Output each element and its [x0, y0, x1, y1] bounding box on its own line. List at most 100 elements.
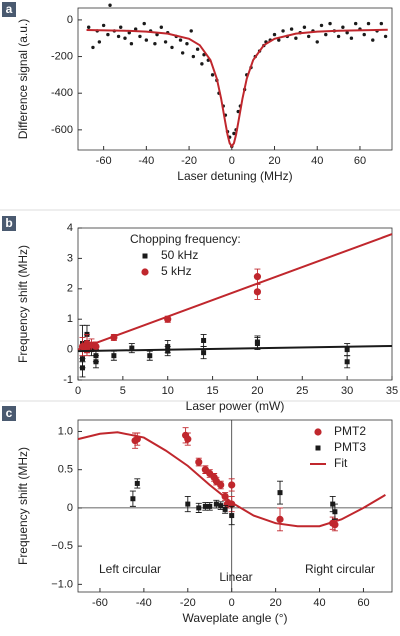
point	[101, 23, 106, 28]
point	[324, 32, 328, 37]
fit-line	[77, 431, 386, 528]
point	[153, 42, 157, 46]
y-tick-label: -1	[63, 374, 73, 386]
point	[217, 481, 225, 489]
point	[345, 31, 349, 35]
x-tick-label: 30	[341, 385, 353, 397]
annotation: Right circular	[305, 562, 375, 576]
point	[202, 503, 208, 509]
point	[336, 34, 341, 39]
point	[319, 23, 324, 28]
point	[178, 38, 183, 42]
x-tick-label: 40	[313, 597, 325, 609]
point	[341, 25, 345, 29]
point	[210, 73, 215, 77]
point	[201, 350, 207, 356]
point	[222, 506, 228, 512]
point	[108, 3, 112, 7]
x-tick-label: 60	[354, 155, 366, 167]
point	[86, 25, 91, 29]
legend-swatch	[314, 428, 322, 436]
y-axis-label: Frequency shift (MHz)	[16, 447, 30, 565]
point	[344, 347, 350, 353]
y-tick-label: 0.5	[58, 464, 73, 476]
legend-label: Fit	[334, 456, 348, 470]
point	[91, 45, 95, 50]
y-tick-label: 0	[67, 14, 73, 26]
panel-label: b	[5, 216, 12, 230]
point	[129, 42, 134, 46]
point	[315, 40, 319, 44]
legend-label: 50 kHz	[161, 248, 198, 262]
point	[253, 273, 262, 281]
point	[130, 496, 136, 502]
x-tick-label: 0	[229, 597, 235, 609]
point	[349, 36, 354, 40]
y-tick-label: 1	[67, 313, 73, 325]
y-tick-label: 2	[67, 283, 73, 295]
x-tick-label: 0	[229, 155, 235, 167]
x-tick-label: 25	[296, 385, 308, 397]
legend-label: PMT2	[334, 424, 366, 438]
y-tick-label: -400	[51, 87, 73, 99]
x-tick-label: -40	[138, 155, 154, 167]
x-axis-label: Waveplate angle (°)	[182, 611, 287, 625]
legend-swatch	[142, 253, 148, 259]
fit-line	[77, 233, 393, 351]
y-tick-label: -600	[51, 124, 73, 136]
point	[185, 42, 189, 46]
x-tick-label: 40	[311, 155, 323, 167]
point	[189, 29, 193, 33]
point	[379, 21, 384, 26]
point	[159, 25, 164, 29]
y-tick-label: −1.0	[51, 578, 73, 590]
point	[196, 505, 202, 511]
point	[180, 51, 185, 55]
point	[228, 481, 236, 489]
point	[134, 480, 140, 486]
point	[277, 490, 283, 496]
fit-line	[77, 344, 393, 353]
point	[165, 348, 171, 354]
plot-frame	[77, 7, 393, 151]
point	[123, 36, 127, 40]
point	[163, 40, 168, 44]
x-tick-label: 5	[120, 385, 126, 397]
point	[111, 353, 117, 359]
panel-label: c	[6, 406, 13, 420]
point	[191, 54, 196, 59]
panel-label: a	[6, 2, 13, 16]
x-axis-label: Laser power (mW)	[186, 399, 285, 413]
point	[147, 353, 153, 359]
y-tick-label: 3	[67, 252, 73, 264]
legend-swatch	[315, 445, 321, 451]
x-tick-label: -20	[180, 597, 196, 609]
point	[213, 501, 219, 507]
point	[184, 435, 192, 443]
point	[254, 339, 260, 345]
point	[93, 359, 99, 365]
point	[289, 27, 294, 31]
x-tick-label: 20	[251, 385, 263, 397]
y-tick-label: 1.0	[58, 425, 73, 437]
fit-line	[86, 28, 388, 149]
panel-label-box	[2, 2, 16, 17]
x-tick-label: 35	[386, 385, 398, 397]
x-tick-label: 10	[162, 385, 174, 397]
y-tick-label: 4	[67, 222, 73, 234]
point	[97, 40, 102, 44]
x-tick-label: -60	[96, 155, 112, 167]
x-axis-label: Laser detuning (MHz)	[177, 169, 292, 183]
annotation: Linear	[219, 570, 252, 584]
y-tick-label: −0.5	[51, 540, 73, 552]
point	[353, 21, 358, 26]
x-tick-label: -40	[136, 597, 152, 609]
point	[383, 34, 388, 39]
point	[144, 38, 149, 42]
point	[253, 288, 262, 296]
legend-title: Chopping frequency:	[130, 232, 241, 246]
x-tick-label: -20	[181, 155, 197, 167]
point	[277, 38, 281, 42]
point	[276, 515, 284, 523]
